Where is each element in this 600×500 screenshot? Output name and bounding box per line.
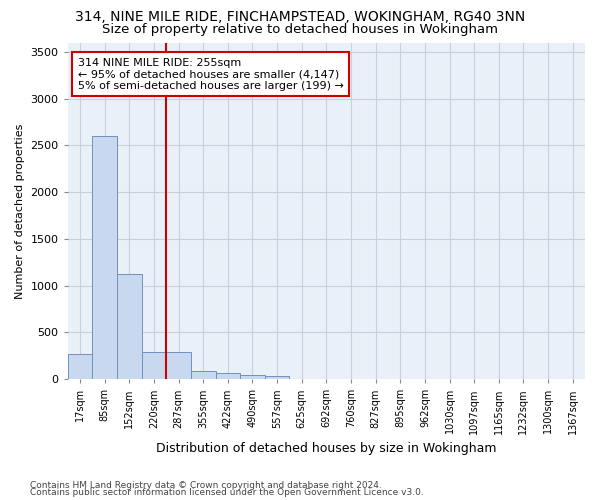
Bar xyxy=(191,370,215,379)
Bar xyxy=(265,376,289,379)
Bar xyxy=(142,352,166,379)
Y-axis label: Number of detached properties: Number of detached properties xyxy=(15,123,25,298)
Text: Contains HM Land Registry data © Crown copyright and database right 2024.: Contains HM Land Registry data © Crown c… xyxy=(30,480,382,490)
Bar xyxy=(92,136,117,379)
Bar xyxy=(117,274,142,379)
Text: 314, NINE MILE RIDE, FINCHAMPSTEAD, WOKINGHAM, RG40 3NN: 314, NINE MILE RIDE, FINCHAMPSTEAD, WOKI… xyxy=(75,10,525,24)
X-axis label: Distribution of detached houses by size in Wokingham: Distribution of detached houses by size … xyxy=(156,442,497,455)
Text: Contains public sector information licensed under the Open Government Licence v3: Contains public sector information licen… xyxy=(30,488,424,497)
Bar xyxy=(166,352,191,379)
Text: Size of property relative to detached houses in Wokingham: Size of property relative to detached ho… xyxy=(102,22,498,36)
Bar xyxy=(68,354,92,379)
Bar xyxy=(240,376,265,379)
Text: 314 NINE MILE RIDE: 255sqm
← 95% of detached houses are smaller (4,147)
5% of se: 314 NINE MILE RIDE: 255sqm ← 95% of deta… xyxy=(78,58,344,91)
Bar xyxy=(215,372,240,379)
